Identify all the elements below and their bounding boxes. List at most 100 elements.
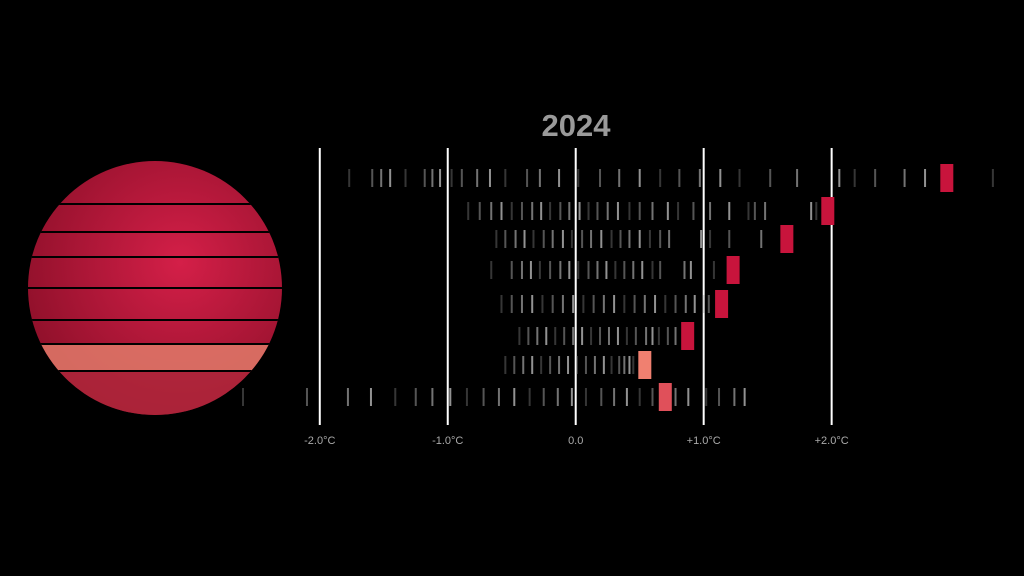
history-mark [838, 169, 841, 187]
history-mark [561, 295, 564, 313]
history-mark [532, 230, 535, 248]
history-mark [707, 295, 710, 313]
history-mark [497, 388, 500, 406]
history-mark [549, 356, 552, 374]
history-mark [634, 327, 637, 345]
history-mark [638, 169, 641, 187]
history-mark [719, 169, 722, 187]
history-mark [613, 388, 616, 406]
history-mark [616, 327, 619, 345]
history-mark [743, 388, 746, 406]
history-mark [702, 295, 705, 313]
current-mark [681, 322, 695, 350]
history-mark [549, 261, 552, 279]
history-mark [514, 230, 517, 248]
history-mark [577, 169, 580, 187]
history-mark [683, 261, 686, 279]
x-tick-label: -2.0°C [304, 435, 335, 447]
history-mark [659, 169, 662, 187]
history-mark [678, 169, 681, 187]
history-mark [991, 169, 994, 187]
history-mark [570, 230, 573, 248]
globe-band [28, 344, 282, 371]
history-mark [623, 295, 626, 313]
history-mark [567, 356, 570, 374]
history-mark [628, 202, 631, 220]
history-mark [531, 202, 534, 220]
history-mark [618, 169, 621, 187]
history-mark [510, 295, 513, 313]
history-mark [587, 202, 590, 220]
history-mark [380, 169, 383, 187]
history-mark [747, 202, 750, 220]
current-mark [638, 351, 652, 379]
history-mark [542, 388, 545, 406]
history-mark [478, 202, 481, 220]
history-mark [578, 202, 581, 220]
history-mark [559, 202, 562, 220]
history-mark [610, 356, 613, 374]
history-mark [651, 202, 654, 220]
history-mark [582, 295, 585, 313]
history-mark [510, 261, 513, 279]
history-mark [389, 169, 392, 187]
history-mark [414, 388, 417, 406]
history-mark [551, 230, 554, 248]
history-mark [853, 169, 856, 187]
history-mark [584, 356, 587, 374]
history-mark [540, 202, 543, 220]
history-mark [554, 327, 557, 345]
history-mark [490, 261, 493, 279]
history-mark [504, 169, 507, 187]
history-mark [590, 327, 593, 345]
history-mark [581, 327, 584, 345]
history-mark [590, 230, 593, 248]
history-mark [874, 169, 877, 187]
history-mark [527, 327, 530, 345]
history-mark [619, 230, 622, 248]
history-mark [513, 356, 516, 374]
history-mark [684, 295, 687, 313]
history-mark [657, 327, 660, 345]
history-mark [450, 169, 453, 187]
history-mark [577, 261, 580, 279]
history-mark [558, 356, 561, 374]
history-mark [504, 230, 507, 248]
history-mark [559, 261, 562, 279]
history-mark [495, 230, 498, 248]
globe [28, 161, 282, 415]
history-mark [556, 388, 559, 406]
x-tick-label: 0.0 [568, 435, 583, 447]
current-mark [715, 290, 729, 318]
history-mark [687, 388, 690, 406]
history-mark [587, 261, 590, 279]
history-mark [423, 169, 426, 187]
history-mark [924, 169, 927, 187]
x-tick-label: +1.0°C [687, 435, 721, 447]
history-mark [605, 261, 608, 279]
history-mark [738, 169, 741, 187]
history-mark [677, 202, 680, 220]
history-mark [522, 356, 525, 374]
history-mark [796, 169, 799, 187]
history-mark [648, 230, 651, 248]
history-mark [305, 388, 308, 406]
history-mark [600, 388, 603, 406]
history-mark [504, 356, 507, 374]
history-mark [632, 261, 635, 279]
history-mark [540, 356, 543, 374]
history-mark [584, 388, 587, 406]
history-mark [613, 295, 616, 313]
history-mark [606, 202, 609, 220]
history-mark [538, 169, 541, 187]
history-mark [764, 202, 767, 220]
history-mark [596, 202, 599, 220]
history-mark [728, 202, 731, 220]
history-mark [482, 388, 485, 406]
history-mark [709, 230, 712, 248]
history-mark [654, 295, 657, 313]
current-mark [780, 225, 794, 253]
history-mark [467, 202, 470, 220]
history-mark [523, 230, 526, 248]
